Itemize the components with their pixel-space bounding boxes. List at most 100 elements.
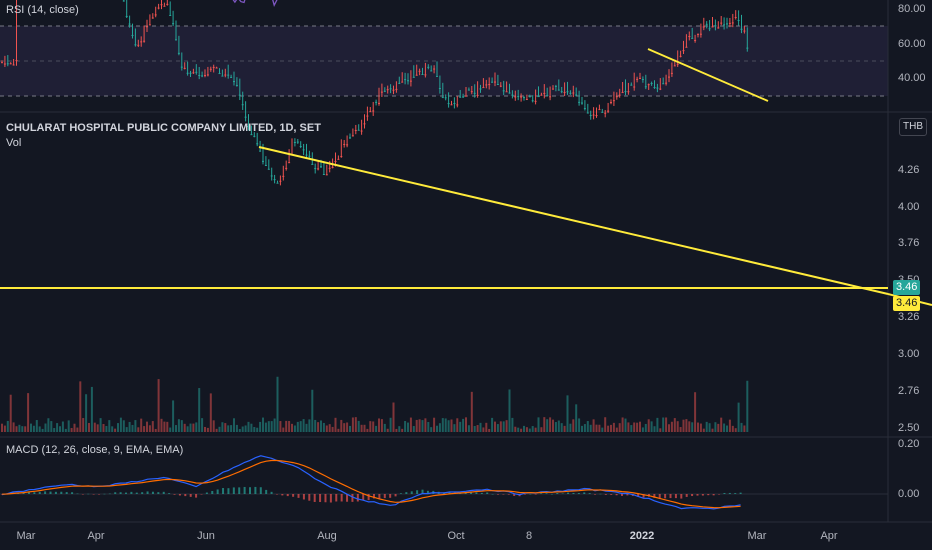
volume-bar: [250, 423, 253, 432]
candle: [708, 28, 711, 30]
macd-hist-bar: [567, 492, 570, 494]
volume-bar: [479, 422, 482, 432]
volume-bar: [233, 418, 235, 432]
volume-bar: [404, 420, 407, 432]
volume-bar: [583, 424, 586, 432]
macd-hist-bar: [49, 491, 52, 494]
volume-bar: [267, 421, 270, 432]
candle: [723, 24, 726, 26]
candle: [508, 92, 511, 94]
candle: [160, 4, 163, 6]
volume-bar: [3, 425, 6, 432]
macd-hist-bar: [205, 492, 208, 494]
candle: [146, 26, 148, 28]
macd-hist-bar: [335, 494, 338, 502]
candle: [256, 143, 259, 145]
candle: [395, 88, 398, 90]
candle: [528, 96, 531, 98]
volume-bar: [122, 420, 125, 432]
symbol-title[interactable]: CHULARAT HOSPITAL PUBLIC COMPANY LIMITED…: [6, 122, 321, 134]
macd-hist-bar: [426, 490, 429, 494]
candle: [583, 108, 586, 110]
price-downtrend-line[interactable]: [258, 146, 889, 295]
macd-hist-bar: [216, 489, 219, 494]
candle: [488, 84, 491, 86]
candle: [343, 143, 346, 145]
candle: [641, 79, 644, 81]
macd-hist-bar: [637, 494, 640, 497]
volume-bar: [641, 427, 644, 432]
volume-bar: [465, 417, 467, 432]
volume-bar: [711, 428, 714, 432]
macd-hist-bar: [249, 487, 251, 494]
volume-bar: [702, 428, 705, 432]
macd-hist-bar: [642, 494, 645, 498]
candle: [424, 74, 427, 76]
candle: [441, 97, 444, 99]
macd-hist-bar: [405, 492, 408, 494]
currency-badge[interactable]: THB: [899, 118, 927, 136]
macd-hist-bar: [135, 492, 138, 494]
macd-hist-bar: [583, 492, 586, 494]
macd-hist-bar: [556, 493, 559, 494]
candle: [627, 91, 630, 93]
volume-bar: [88, 422, 90, 432]
candle: [134, 44, 137, 46]
volume-bar: [453, 424, 456, 432]
macd-hist-bar: [685, 494, 688, 497]
volume-bar: [53, 428, 56, 432]
macd-hist-bar: [572, 492, 575, 494]
candle: [436, 75, 438, 77]
price-tick: 3.00: [898, 348, 920, 360]
volume-bar: [79, 381, 82, 432]
macd-tick: 0.00: [898, 488, 920, 500]
macd-hist-bar: [491, 493, 494, 495]
macd-hist-bar: [297, 494, 300, 498]
candle: [740, 28, 743, 30]
volume-bar: [438, 423, 441, 432]
volume-bar: [737, 402, 740, 432]
volume-bar: [514, 426, 517, 432]
macd-hist-bar: [470, 492, 473, 494]
candle: [485, 84, 488, 86]
volume-bar: [18, 424, 21, 432]
volume-bar: [67, 420, 70, 432]
macd-hist-bar: [351, 494, 354, 502]
volume-bar: [589, 424, 592, 432]
candle: [470, 91, 473, 93]
candle: [233, 81, 235, 83]
candlesticks[interactable]: [1, 0, 749, 186]
candle: [380, 91, 383, 93]
macd-hist-bar: [362, 494, 365, 501]
volume-bar: [56, 423, 59, 432]
candle: [378, 102, 380, 104]
macd-hist-bar: [486, 492, 489, 494]
time-tick: Oct: [447, 530, 465, 542]
volume-bar: [146, 421, 148, 432]
volume-bar: [369, 421, 372, 432]
volume-bar: [212, 420, 215, 432]
candle: [169, 14, 172, 16]
volume-bar: [177, 419, 180, 432]
candle: [247, 126, 250, 128]
candle: [288, 162, 291, 164]
candle: [557, 89, 560, 91]
rsi-trendline[interactable]: [647, 48, 769, 102]
candle: [166, 3, 169, 5]
volume-bar: [201, 418, 204, 432]
candle: [670, 72, 673, 74]
candle: [537, 96, 540, 98]
candle: [218, 73, 221, 75]
volume-bar: [624, 418, 627, 432]
volume-bar: [380, 419, 383, 432]
candle: [560, 91, 563, 93]
price-tick: 3.76: [898, 237, 920, 249]
macd-hist-bar: [550, 493, 553, 495]
candle: [349, 137, 351, 139]
volume-bar: [430, 427, 433, 432]
macd-hist-bar: [254, 486, 257, 494]
volume-bar: [427, 422, 430, 432]
volume-bars: [1, 376, 749, 432]
macd-hist-bar: [222, 488, 225, 494]
